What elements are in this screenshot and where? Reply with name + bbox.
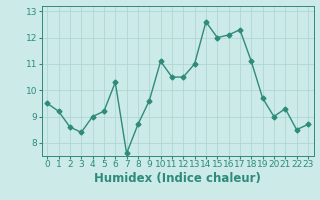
X-axis label: Humidex (Indice chaleur): Humidex (Indice chaleur) (94, 172, 261, 185)
